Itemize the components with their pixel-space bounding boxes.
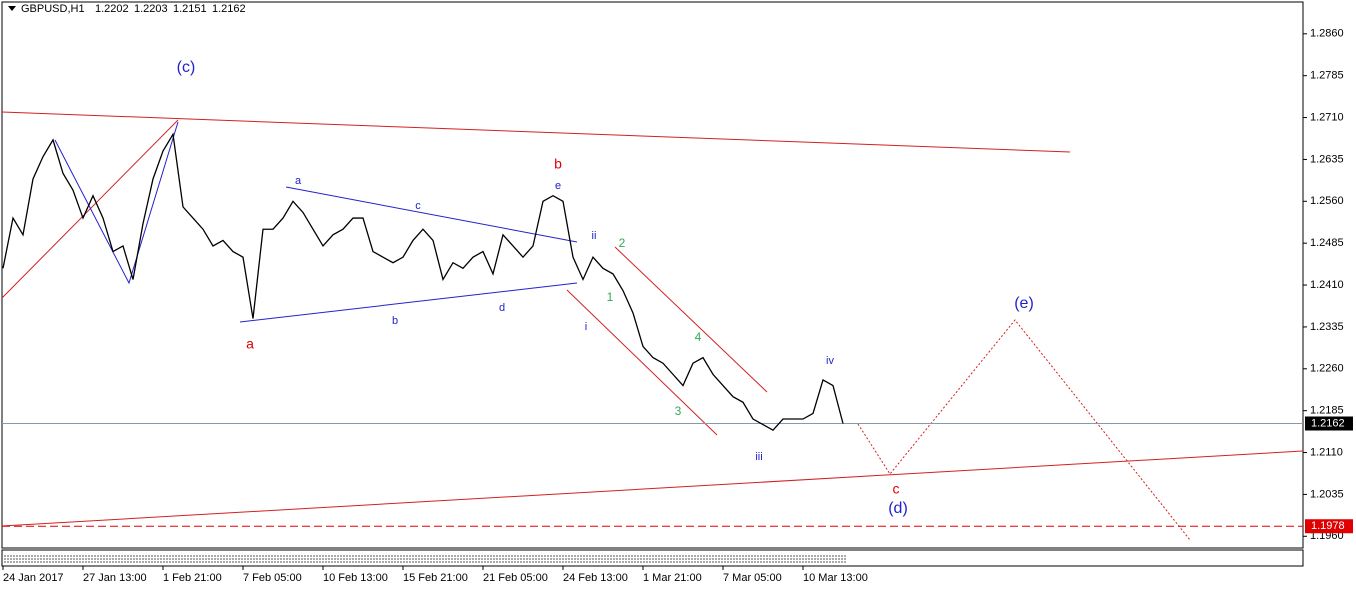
wave-label: b	[392, 315, 398, 327]
wave-label: c	[415, 200, 421, 212]
wave-label: (e)	[1014, 295, 1034, 312]
wave-label: a	[295, 175, 302, 187]
level-label: 1.1978	[1311, 520, 1345, 532]
indicator-trace	[4, 555, 846, 563]
level-box	[1305, 519, 1353, 534]
x-tick-label: 7 Mar 05:00	[723, 572, 782, 584]
y-tick-label: 1.2710	[1310, 111, 1344, 123]
high: 1.2203	[134, 3, 168, 15]
close: 1.2162	[212, 3, 246, 15]
y-tick-label: 1.2635	[1310, 153, 1344, 165]
x-tick-label: 10 Feb 13:00	[323, 572, 388, 584]
wave-label: iii	[755, 451, 762, 463]
wave-label: (c)	[177, 59, 196, 76]
y-tick-label: 1.2860	[1310, 28, 1344, 40]
wave-label: ii	[592, 230, 597, 242]
wave-label: e	[555, 180, 561, 192]
x-tick-label: 10 Mar 13:00	[803, 572, 868, 584]
current-price-box	[1305, 416, 1353, 431]
wave-label: a	[246, 336, 254, 352]
y-tick-label: 1.2260	[1310, 363, 1344, 375]
wave-label: iv	[826, 355, 834, 367]
plot-frame	[1, 1, 1304, 549]
wave-label: i	[585, 321, 587, 333]
trend-lines	[1, 111, 1304, 541]
low: 1.2151	[173, 3, 207, 15]
y-tick-label: 1.2035	[1310, 488, 1344, 500]
wave-label: (d)	[888, 500, 908, 517]
x-tick-label: 1 Mar 21:00	[643, 572, 702, 584]
y-tick-label: 1.2185	[1310, 405, 1344, 417]
x-tick-label: 21 Feb 05:00	[483, 572, 548, 584]
x-tick-label: 15 Feb 21:00	[403, 572, 468, 584]
wave-label: b	[554, 156, 562, 172]
y-tick-label: 1.2410	[1310, 279, 1344, 291]
y-tick-label: 1.2785	[1310, 70, 1344, 82]
y-tick-label: 1.2335	[1310, 321, 1344, 333]
symbol: GBPUSD,H1	[21, 3, 85, 15]
indicator-frame	[1, 549, 1304, 567]
menu-arrow[interactable]	[8, 6, 16, 11]
wave-label: d	[499, 302, 505, 314]
wave-label: 2	[619, 236, 626, 250]
price-line	[2, 132, 844, 432]
y-tick-label: 1.2110	[1310, 446, 1343, 458]
current-price-label: 1.2162	[1311, 417, 1345, 429]
x-tick-label: 24 Feb 13:00	[563, 572, 628, 584]
x-tick-label: 27 Jan 13:00	[83, 572, 147, 584]
x-tick-label: 1 Feb 21:00	[163, 572, 222, 584]
x-tick-label: 7 Feb 05:00	[243, 572, 302, 584]
y-tick-label: 1.2485	[1310, 237, 1344, 249]
x-tick-label: 24 Jan 2017	[3, 572, 64, 584]
wave-label: 3	[675, 404, 682, 418]
y-tick-label: 1.2560	[1310, 195, 1344, 207]
wave-label: 1	[607, 290, 614, 304]
wave-label: 4	[695, 330, 702, 344]
wave-label: c	[893, 481, 900, 497]
open: 1.2202	[95, 3, 129, 15]
